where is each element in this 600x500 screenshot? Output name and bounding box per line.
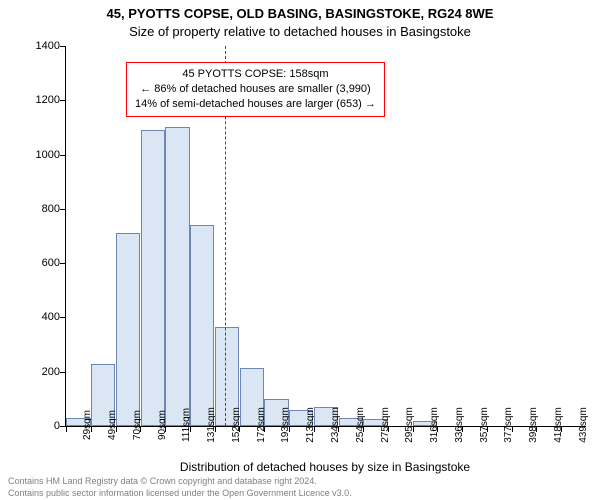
chart-root: 45, PYOTTS COPSE, OLD BASING, BASINGSTOK… xyxy=(0,0,600,500)
x-tick xyxy=(91,426,92,432)
plot-area: 020040060080010001200140029sqm49sqm70sqm… xyxy=(65,46,586,427)
y-tick xyxy=(60,372,66,373)
y-tick xyxy=(60,317,66,318)
x-tick-label: 316sqm xyxy=(429,407,440,443)
x-tick xyxy=(413,426,414,432)
histogram-bar xyxy=(116,233,140,426)
x-tick-label: 377sqm xyxy=(503,407,514,443)
x-tick-label: 357sqm xyxy=(479,407,490,443)
y-tick xyxy=(60,46,66,47)
x-tick-label: 275sqm xyxy=(380,407,391,443)
x-axis-label: Distribution of detached houses by size … xyxy=(65,460,585,474)
title-line1: 45, PYOTTS COPSE, OLD BASING, BASINGSTOK… xyxy=(0,6,600,21)
x-tick xyxy=(314,426,315,432)
y-tick-label: 1200 xyxy=(20,94,60,106)
histogram-bar xyxy=(141,130,165,426)
histogram-bar xyxy=(190,225,214,426)
y-tick-label: 1000 xyxy=(20,149,60,161)
annotation-line: 14% of semi-detached houses are larger (… xyxy=(135,97,376,112)
x-tick xyxy=(239,426,240,432)
x-tick-label: 418sqm xyxy=(553,407,564,443)
annotation-line: ← 86% of detached houses are smaller (3,… xyxy=(135,82,376,97)
x-tick-label: 398sqm xyxy=(528,407,539,443)
title-line2: Size of property relative to detached ho… xyxy=(0,24,600,39)
x-tick xyxy=(264,426,265,432)
x-tick xyxy=(363,426,364,432)
footer-line1: Contains HM Land Registry data © Crown c… xyxy=(8,476,317,486)
x-tick xyxy=(66,426,67,432)
x-tick xyxy=(388,426,389,432)
y-tick-label: 1400 xyxy=(20,40,60,52)
x-tick xyxy=(140,426,141,432)
y-tick-label: 600 xyxy=(20,257,60,269)
x-tick xyxy=(487,426,488,432)
y-tick-label: 200 xyxy=(20,366,60,378)
x-tick xyxy=(215,426,216,432)
y-tick-label: 800 xyxy=(20,203,60,215)
x-tick xyxy=(536,426,537,432)
x-tick-label: 439sqm xyxy=(578,407,589,443)
y-tick-label: 400 xyxy=(20,311,60,323)
x-tick xyxy=(289,426,290,432)
x-tick xyxy=(165,426,166,432)
y-tick-label: 0 xyxy=(20,420,60,432)
x-tick xyxy=(512,426,513,432)
y-tick xyxy=(60,100,66,101)
annotation-box: 45 PYOTTS COPSE: 158sqm← 86% of detached… xyxy=(126,62,385,117)
y-tick xyxy=(60,263,66,264)
footer-line2: Contains public sector information licen… xyxy=(8,488,352,498)
y-tick xyxy=(60,209,66,210)
x-tick xyxy=(190,426,191,432)
x-tick xyxy=(116,426,117,432)
x-tick xyxy=(561,426,562,432)
x-tick xyxy=(462,426,463,432)
x-tick xyxy=(338,426,339,432)
annotation-line: 45 PYOTTS COPSE: 158sqm xyxy=(135,67,376,82)
histogram-bar xyxy=(165,127,189,426)
x-tick xyxy=(437,426,438,432)
x-tick-label: 336sqm xyxy=(454,407,465,443)
y-tick xyxy=(60,155,66,156)
